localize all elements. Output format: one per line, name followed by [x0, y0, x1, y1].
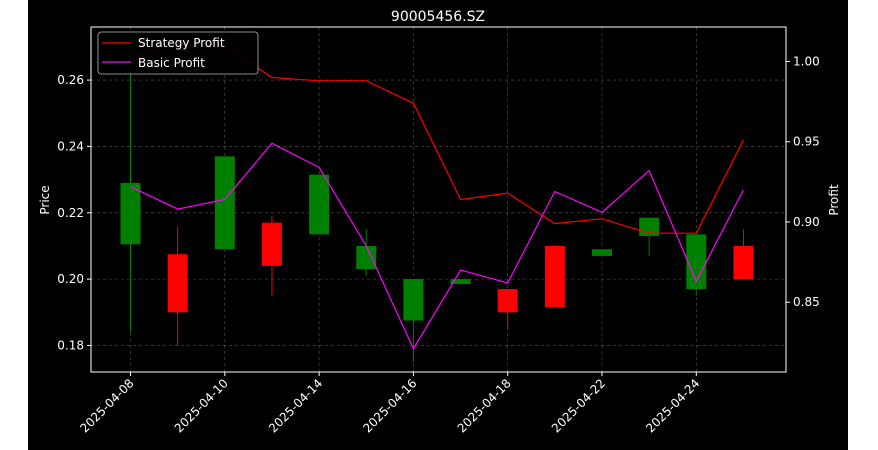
y2-tick-label: 0.95 — [793, 135, 820, 149]
legend: Strategy Profit Basic Profit — [98, 32, 258, 74]
candle-body — [121, 183, 141, 244]
x-tick-label: 2025-04-16 — [360, 376, 419, 435]
grid — [91, 27, 786, 372]
candle-body — [592, 249, 612, 256]
y2-axis-label: Profit — [827, 184, 841, 216]
candle-body — [403, 279, 423, 320]
x-tick-label: 2025-04-10 — [172, 376, 231, 435]
legend-strategy-label: Strategy Profit — [138, 36, 225, 50]
y-axis-label: Price — [38, 185, 52, 214]
x-tick-label: 2025-04-08 — [77, 376, 136, 435]
x-tick-label: 2025-04-14 — [266, 376, 325, 435]
y2-tick-label: 1.00 — [793, 55, 820, 69]
candle-body — [262, 223, 282, 266]
candles — [121, 73, 754, 362]
y-tick-label: 0.22 — [57, 206, 84, 220]
y2-tick-label: 0.85 — [793, 295, 820, 309]
chart-figure: 90005456.SZ 0.18 0.20 0.22 0.24 0.26 0.85 0.90… — [28, 0, 848, 450]
candle-body — [168, 254, 188, 312]
x-tick-label: 2025-04-18 — [455, 376, 514, 435]
plot-frame — [91, 27, 786, 372]
candle-body — [356, 246, 376, 269]
y-tick-label: 0.20 — [57, 272, 84, 286]
candle-body — [498, 289, 518, 312]
chart-title: 90005456.SZ — [391, 9, 485, 25]
candle-body — [733, 246, 753, 279]
x-tick-label: 2025-04-24 — [643, 376, 702, 435]
candle-body — [309, 175, 329, 235]
candle-body — [215, 156, 235, 249]
y-tick-label: 0.24 — [57, 139, 84, 153]
y-tick-label: 0.18 — [57, 338, 84, 352]
legend-basic-label: Basic Profit — [138, 56, 205, 70]
y2-tick-label: 0.90 — [793, 215, 820, 229]
x-tick-label: 2025-04-22 — [549, 376, 608, 435]
candle-body — [545, 246, 565, 307]
y-tick-label: 0.26 — [57, 73, 84, 87]
chart-canvas: 90005456.SZ 0.18 0.20 0.22 0.24 0.26 0.85 0.90… — [28, 0, 848, 450]
